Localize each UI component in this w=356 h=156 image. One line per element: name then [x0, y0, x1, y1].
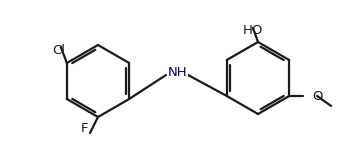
Text: O: O	[312, 90, 323, 102]
Text: F: F	[81, 122, 89, 135]
Text: Cl: Cl	[52, 44, 65, 57]
Text: HO: HO	[243, 24, 263, 37]
Text: NH: NH	[168, 66, 188, 80]
